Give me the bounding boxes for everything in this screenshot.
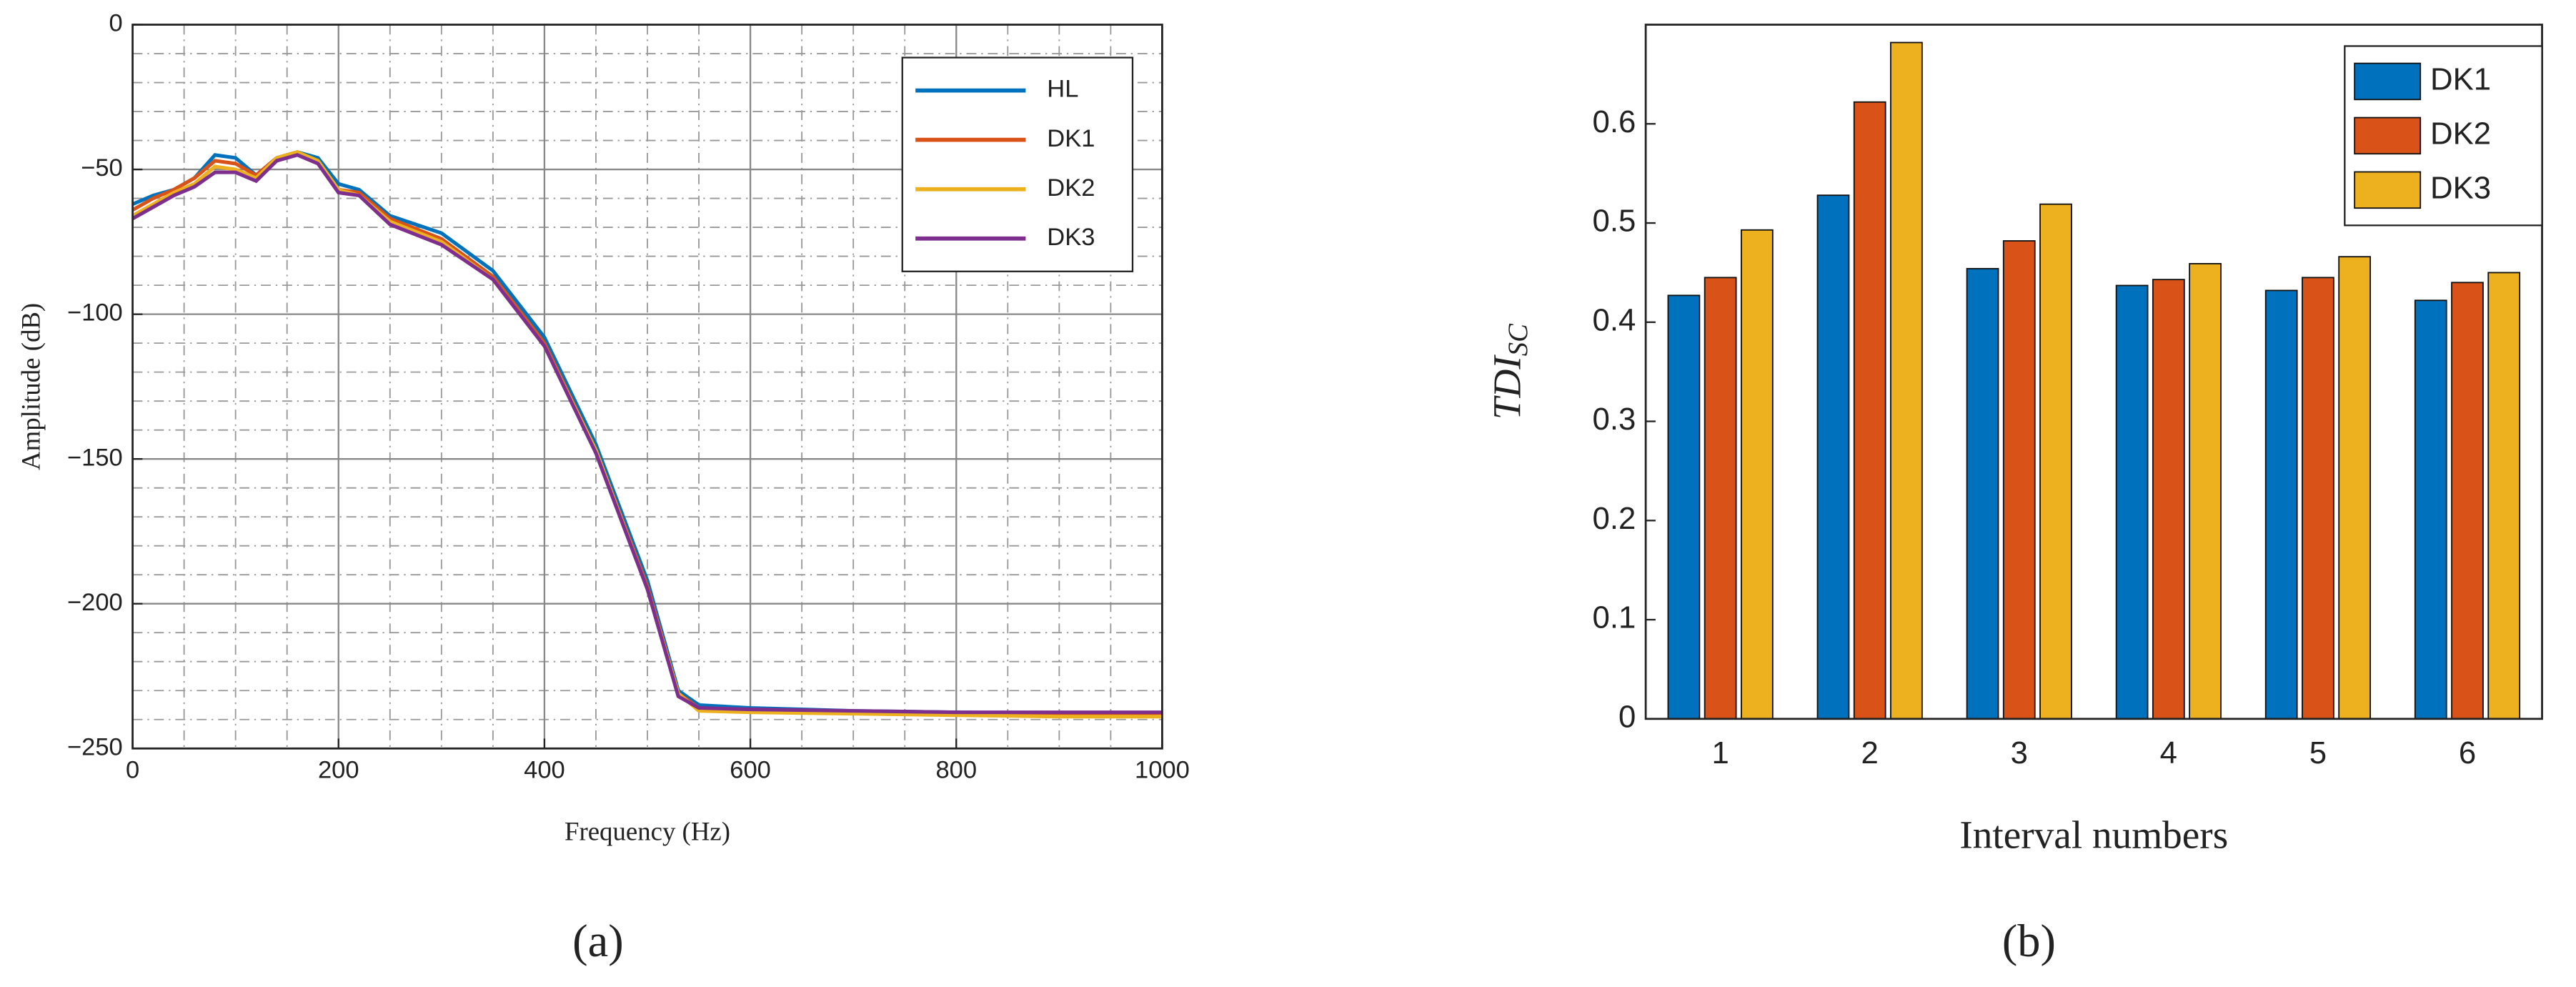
x-tick-label: 2: [1861, 735, 1879, 770]
y-tick-label: −250: [67, 733, 123, 760]
legend-swatch: [2354, 116, 2422, 155]
legend-label: DK3: [2430, 170, 2491, 205]
bar: [2302, 277, 2334, 720]
bar: [1966, 267, 1999, 720]
x-tick-label: 5: [2309, 735, 2327, 770]
y-tick-label: 0.5: [1593, 204, 1636, 239]
legend-label: DK3: [1047, 224, 1095, 251]
bar: [2002, 240, 2036, 720]
y-axis-label: TDISC: [1485, 323, 1533, 420]
legend-box: [901, 56, 1134, 272]
bar: [2487, 272, 2521, 720]
x-tick-label: 0: [126, 757, 139, 784]
legend-label: HL: [1047, 76, 1078, 103]
legend-swatch: [2354, 62, 2422, 101]
y-axis-label: Amplitude (dB): [16, 303, 46, 470]
y-tick-label: 0.3: [1593, 402, 1636, 437]
x-tick-label: 3: [2011, 735, 2028, 770]
subplot: 0 0.1 0.2 0.3 0.4 0.5 0.6 1 2 3 4 5 6 DK1 DK2 DK3 Interv…: [1485, 24, 2543, 966]
x-tick-label: 1: [1711, 735, 1729, 770]
panel-caption: (b): [2002, 916, 2056, 966]
bar: [2039, 203, 2072, 720]
panel-caption: (a): [572, 916, 624, 966]
x-tick-label: 400: [524, 757, 565, 784]
y-tick-label: 0.2: [1593, 501, 1636, 536]
y-tick-label: −150: [67, 444, 123, 471]
axes-frame: [1644, 24, 2543, 720]
y-axis-label-main: Amplitude (dB): [16, 303, 46, 470]
legend-label: DK1: [1047, 125, 1095, 152]
bar: [1816, 194, 1850, 720]
legend-label: DK2: [1047, 174, 1095, 202]
legend-label: DK2: [2430, 116, 2491, 151]
bar: [2152, 279, 2185, 720]
y-tick-label: 0: [1618, 699, 1636, 734]
subplot: −250 −200 −150 −100 −50 0 0 200 400 600 800 1000 HL D…: [16, 10, 1190, 967]
data-line: [131, 153, 1163, 715]
x-tick-label: 600: [730, 757, 771, 784]
x-tick-label: 4: [2160, 735, 2177, 770]
x-tick-label: 1000: [1135, 757, 1190, 784]
bar: [1740, 229, 1774, 720]
y-tick-label: −100: [67, 299, 123, 327]
bar: [2189, 263, 2222, 720]
bar: [1667, 294, 1701, 720]
x-axis-label: Frequency (Hz): [565, 816, 730, 845]
x-tick-label: 6: [2459, 735, 2476, 770]
y-axis-label-sub: SC: [1503, 323, 1533, 356]
y-axis-label-main: TDI: [1485, 354, 1528, 420]
x-tick-label: 200: [318, 757, 359, 784]
y-tick-label: 0.6: [1593, 104, 1636, 139]
bar: [1890, 41, 1923, 720]
data-line: [131, 150, 1163, 719]
x-axis-label: Interval numbers: [1959, 813, 2228, 857]
bar: [2451, 282, 2484, 720]
bar: [2264, 289, 2298, 720]
x-tick-label: 800: [935, 757, 977, 784]
y-tick-label: 0.1: [1593, 600, 1636, 635]
y-tick-label: −200: [67, 589, 123, 616]
bar: [2338, 256, 2372, 720]
y-tick-label: 0.4: [1593, 302, 1636, 337]
legend-swatch: [2354, 171, 2422, 209]
legend-label: DK1: [2430, 61, 2491, 96]
y-tick-label: 0: [109, 10, 123, 37]
y-tick-label: −50: [81, 154, 123, 182]
bar: [2115, 284, 2149, 720]
bar: [1853, 101, 1886, 720]
axes-frame: [131, 24, 1163, 750]
bar: [2414, 299, 2447, 720]
bar: [1704, 277, 1737, 720]
